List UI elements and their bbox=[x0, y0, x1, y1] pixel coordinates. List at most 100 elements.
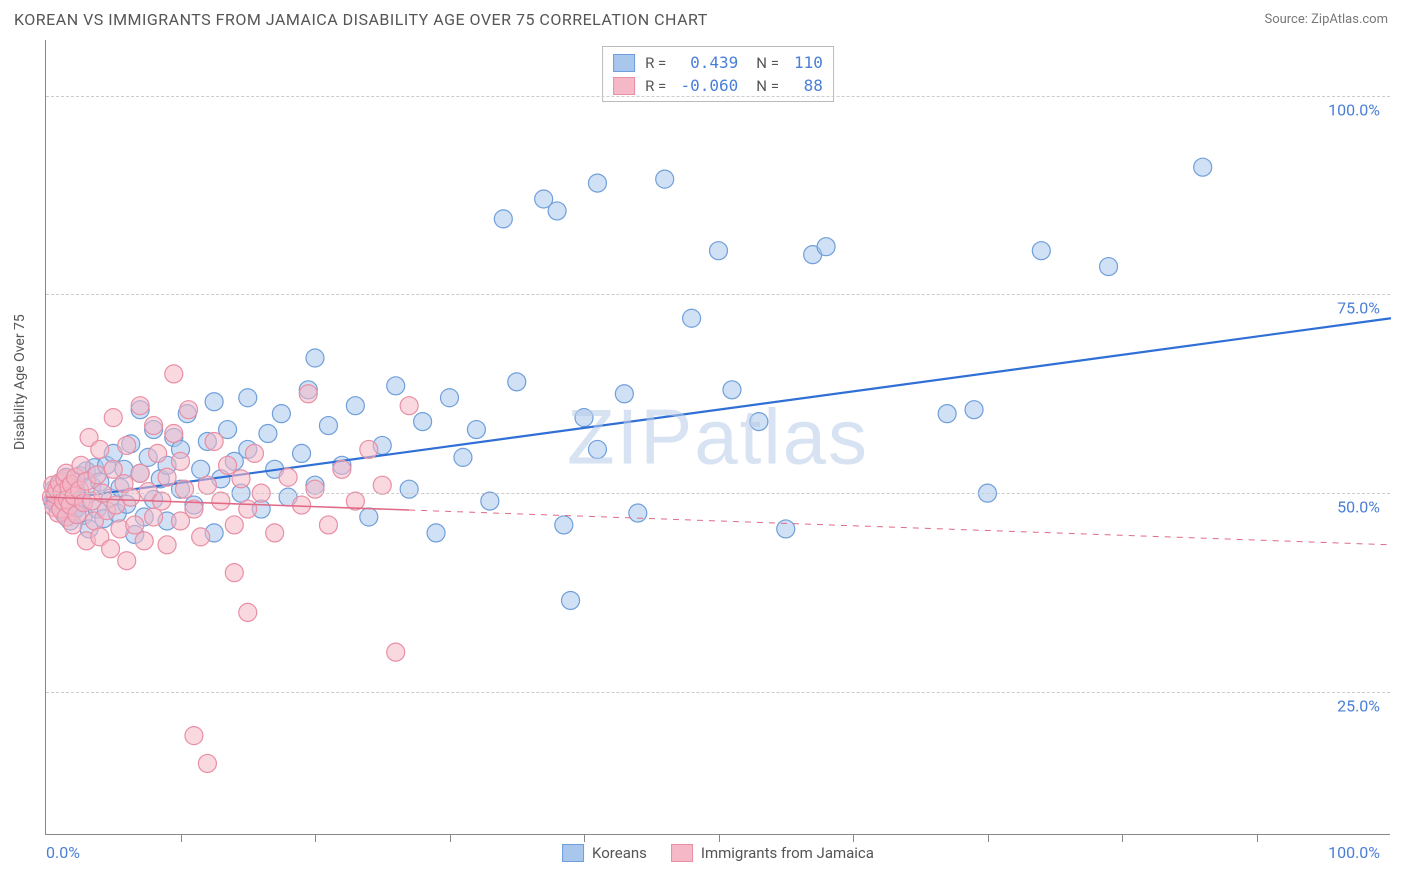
data-point bbox=[180, 401, 198, 419]
y-tick-label: 50.0% bbox=[1337, 498, 1380, 517]
data-point bbox=[467, 421, 485, 439]
r-value: 0.439 bbox=[676, 53, 738, 72]
r-value: -0.060 bbox=[676, 76, 738, 95]
data-point bbox=[126, 516, 144, 534]
legend-series-item: Koreans bbox=[562, 844, 647, 862]
data-point bbox=[239, 603, 257, 621]
data-point bbox=[225, 564, 243, 582]
data-point bbox=[149, 444, 167, 462]
data-point bbox=[346, 397, 364, 415]
data-point bbox=[454, 448, 472, 466]
data-point bbox=[723, 381, 741, 399]
legend-swatch bbox=[613, 54, 635, 72]
data-point bbox=[750, 413, 768, 431]
legend-correlation-row: R = 0.439 N = 110 bbox=[613, 51, 823, 74]
data-point bbox=[293, 444, 311, 462]
legend-series-item: Immigrants from Jamaica bbox=[671, 844, 874, 862]
data-point bbox=[158, 468, 176, 486]
data-point bbox=[165, 365, 183, 383]
data-point bbox=[373, 476, 391, 494]
legend-series-label: Immigrants from Jamaica bbox=[701, 844, 874, 862]
gridline bbox=[46, 294, 1390, 295]
data-point bbox=[198, 754, 216, 772]
data-point bbox=[104, 409, 122, 427]
data-point bbox=[629, 504, 647, 522]
data-point bbox=[333, 460, 351, 478]
r-label: R = bbox=[645, 77, 666, 95]
data-point bbox=[299, 385, 317, 403]
data-point bbox=[494, 210, 512, 228]
data-point bbox=[198, 476, 216, 494]
r-label: R = bbox=[645, 54, 666, 72]
data-point bbox=[1194, 158, 1212, 176]
legend-series-label: Koreans bbox=[592, 844, 647, 862]
data-point bbox=[192, 460, 210, 478]
data-point bbox=[239, 500, 257, 518]
n-label: N = bbox=[756, 77, 779, 95]
data-point bbox=[225, 516, 243, 534]
data-point bbox=[555, 516, 573, 534]
legend-swatch bbox=[613, 77, 635, 95]
data-point bbox=[481, 492, 499, 510]
x-tick bbox=[584, 834, 585, 842]
data-point bbox=[118, 552, 136, 570]
scatter-svg bbox=[46, 40, 1390, 834]
x-tick bbox=[315, 834, 316, 842]
data-point bbox=[212, 492, 230, 510]
data-point bbox=[938, 405, 956, 423]
data-point bbox=[319, 516, 337, 534]
legend-swatch bbox=[562, 844, 584, 862]
data-point bbox=[272, 405, 290, 423]
data-point bbox=[131, 397, 149, 415]
data-point bbox=[1032, 242, 1050, 260]
x-axis-min-label: 0.0% bbox=[46, 843, 80, 862]
data-point bbox=[400, 397, 418, 415]
y-tick-label: 75.0% bbox=[1337, 299, 1380, 318]
data-point bbox=[165, 425, 183, 443]
data-point bbox=[72, 456, 90, 474]
data-point bbox=[575, 409, 593, 427]
data-point bbox=[400, 480, 418, 498]
data-point bbox=[145, 508, 163, 526]
x-tick bbox=[719, 834, 720, 842]
legend-swatch bbox=[671, 844, 693, 862]
data-point bbox=[588, 440, 606, 458]
data-point bbox=[205, 393, 223, 411]
n-value: 110 bbox=[789, 53, 823, 72]
data-point bbox=[615, 385, 633, 403]
x-axis-max-label: 100.0% bbox=[1328, 843, 1380, 862]
n-value: 88 bbox=[789, 76, 823, 95]
data-point bbox=[205, 432, 223, 450]
data-point bbox=[102, 540, 120, 558]
data-point bbox=[118, 436, 136, 454]
x-tick bbox=[450, 834, 451, 842]
source-label: Source: ZipAtlas.com bbox=[1264, 12, 1388, 27]
legend-correlation-row: R = -0.060 N = 88 bbox=[613, 74, 823, 97]
data-point bbox=[259, 425, 277, 443]
data-point bbox=[192, 528, 210, 546]
gridline bbox=[46, 692, 1390, 693]
x-tick bbox=[181, 834, 182, 842]
data-point bbox=[710, 242, 728, 260]
data-point bbox=[185, 727, 203, 745]
data-point bbox=[239, 389, 257, 407]
data-point bbox=[279, 468, 297, 486]
x-tick bbox=[988, 834, 989, 842]
data-point bbox=[387, 377, 405, 395]
data-point bbox=[777, 520, 795, 538]
data-point bbox=[360, 508, 378, 526]
n-label: N = bbox=[756, 54, 779, 72]
data-point bbox=[245, 444, 263, 462]
data-point bbox=[562, 591, 580, 609]
data-point bbox=[158, 536, 176, 554]
data-point bbox=[293, 496, 311, 514]
data-point bbox=[219, 456, 237, 474]
data-point bbox=[817, 238, 835, 256]
gridline bbox=[46, 96, 1390, 97]
y-tick-label: 100.0% bbox=[1328, 100, 1380, 119]
data-point bbox=[683, 309, 701, 327]
data-point bbox=[427, 524, 445, 542]
x-tick bbox=[853, 834, 854, 842]
data-point bbox=[965, 401, 983, 419]
data-point bbox=[131, 464, 149, 482]
